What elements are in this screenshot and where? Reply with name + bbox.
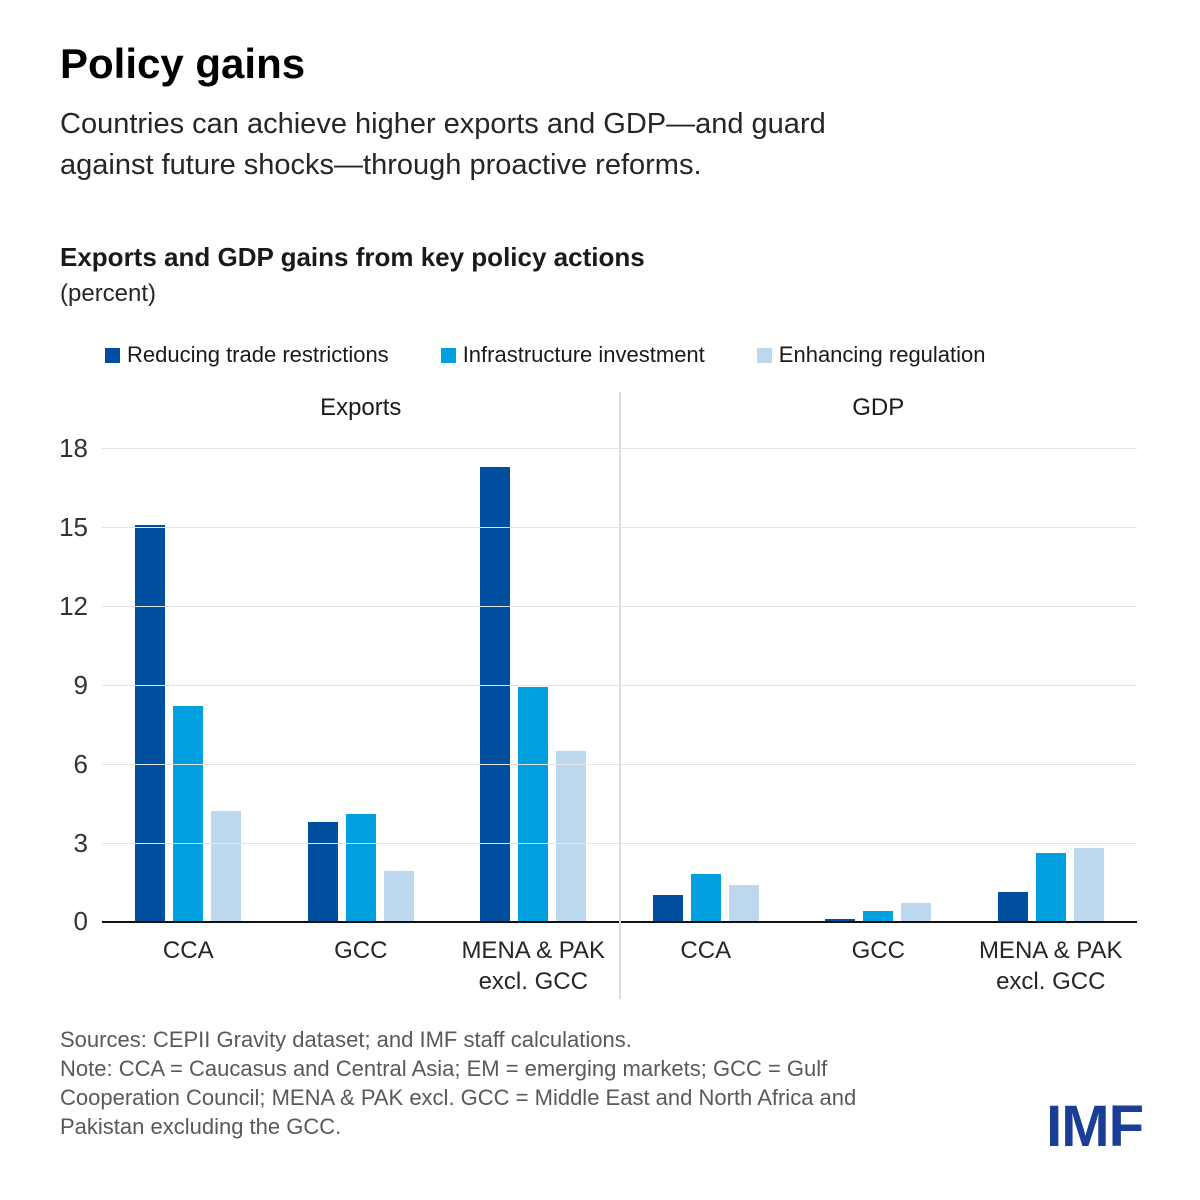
legend-item: Enhancing regulation xyxy=(756,342,986,368)
panel-gdp xyxy=(620,448,1138,922)
panel-title-exports: Exports xyxy=(320,394,402,422)
legend-swatch-icon xyxy=(440,347,456,363)
chart-unit-label: (percent) xyxy=(60,280,157,308)
page-title: Policy gains xyxy=(60,40,306,87)
gridline xyxy=(102,842,1137,844)
bar xyxy=(652,895,683,922)
bar xyxy=(997,892,1028,922)
bar xyxy=(901,902,932,922)
note-line-2: Cooperation Council; MENA & PAK excl. GC… xyxy=(60,1085,857,1111)
x-category-label-line: GCC xyxy=(334,937,388,965)
plot-area: 0 3 6 9 12 15 18 xyxy=(59,392,1138,1000)
x-labels-row: CCA GCC MENA & PAK excl. GCC CCA GCC MENA & PA… xyxy=(102,935,1137,997)
y-axis: 0 3 6 9 12 15 18 xyxy=(54,434,94,935)
bar xyxy=(345,813,376,922)
bar xyxy=(1073,847,1104,922)
x-category-label-line: MENA & PAK xyxy=(461,937,606,965)
panel-title-gdp: GDP xyxy=(852,394,905,422)
chart-heading: Exports and GDP gains from key policy ac… xyxy=(60,242,645,273)
x-category-label: MENA & PAK excl. GCC xyxy=(965,935,1138,997)
bar xyxy=(135,524,166,922)
bars-layer xyxy=(102,448,1138,922)
gridline xyxy=(102,763,1137,765)
y-tick-label: 12 xyxy=(59,591,88,622)
sources-line: Sources: CEPII Gravity dataset; and IMF … xyxy=(60,1027,632,1053)
legend-swatch-icon xyxy=(105,347,120,363)
panel-exports xyxy=(102,448,620,922)
legend-label: Enhancing regulation xyxy=(778,342,986,368)
subtitle-line-1: Countries can achieve higher exports and… xyxy=(60,108,826,140)
y-tick-label: 6 xyxy=(73,748,88,779)
panel-divider xyxy=(618,392,621,1000)
bar xyxy=(825,918,856,922)
bar xyxy=(728,884,759,922)
bar-group xyxy=(965,448,1138,922)
y-tick-label: 15 xyxy=(59,512,88,543)
legend-label: Reducing trade restrictions xyxy=(127,342,389,368)
panel-titles: Exports GDP xyxy=(102,394,1137,422)
note-line-1: Note: CCA = Caucasus and Central Asia; E… xyxy=(60,1056,828,1082)
bar xyxy=(518,687,549,922)
x-category-label: GCC xyxy=(792,935,965,966)
x-category-label-line: CCA xyxy=(680,937,732,965)
bar xyxy=(556,750,587,922)
x-category-label-line: MENA & PAK xyxy=(978,937,1123,965)
subtitle-line-2: against future shocks—through proactive … xyxy=(60,149,702,182)
gridline xyxy=(102,448,1137,450)
y-tick-label: 9 xyxy=(73,669,88,700)
gridline xyxy=(102,684,1137,686)
x-category-label: CCA xyxy=(102,935,275,966)
x-labels-exports: CCA GCC MENA & PAK excl. GCC xyxy=(102,935,620,997)
y-tick-label: 0 xyxy=(73,906,88,937)
bar xyxy=(863,910,894,922)
chart: Exports GDP 0 3 6 9 12 15 18 CCA GCC MENA & PAK e… xyxy=(59,392,1138,1000)
bar-group xyxy=(447,448,620,922)
bar-group xyxy=(102,448,275,922)
bar xyxy=(211,810,242,922)
x-category-label-line: excl. GCC xyxy=(478,968,588,996)
x-category-label: GCC xyxy=(275,935,448,966)
bar-group xyxy=(275,448,448,922)
legend-swatch-icon xyxy=(756,347,772,363)
x-category-label-line: GCC xyxy=(851,937,905,965)
gridline xyxy=(102,606,1137,608)
x-category-label-line: excl. GCC xyxy=(996,968,1106,996)
bar xyxy=(307,821,338,922)
bar xyxy=(480,466,511,922)
gridline xyxy=(102,527,1137,529)
y-tick-label: 18 xyxy=(59,433,88,464)
bar xyxy=(1035,853,1066,922)
legend-item: Infrastructure investment xyxy=(440,342,705,368)
bar xyxy=(383,871,414,922)
x-category-label-line: CCA xyxy=(162,937,214,965)
legend: Reducing trade restrictions Infrastructur… xyxy=(105,342,1137,368)
x-labels-gdp: CCA GCC MENA & PAK excl. GCC xyxy=(620,935,1138,997)
imf-logo: IMF xyxy=(1046,1094,1144,1159)
bar-group xyxy=(792,448,965,922)
legend-label: Infrastructure investment xyxy=(462,342,705,368)
footer-notes: Sources: CEPII Gravity dataset; and IMF … xyxy=(60,1025,960,1141)
page-subtitle: Countries can achieve higher exports and… xyxy=(60,104,1137,186)
bar-group xyxy=(620,448,793,922)
bar xyxy=(690,874,721,922)
x-category-label: MENA & PAK excl. GCC xyxy=(447,935,620,997)
y-tick-label: 3 xyxy=(73,827,88,858)
note-line-3: Pakistan excluding the GCC. xyxy=(60,1114,342,1140)
x-category-label: CCA xyxy=(620,935,793,966)
bar xyxy=(173,705,204,922)
legend-item: Reducing trade restrictions xyxy=(105,342,389,368)
